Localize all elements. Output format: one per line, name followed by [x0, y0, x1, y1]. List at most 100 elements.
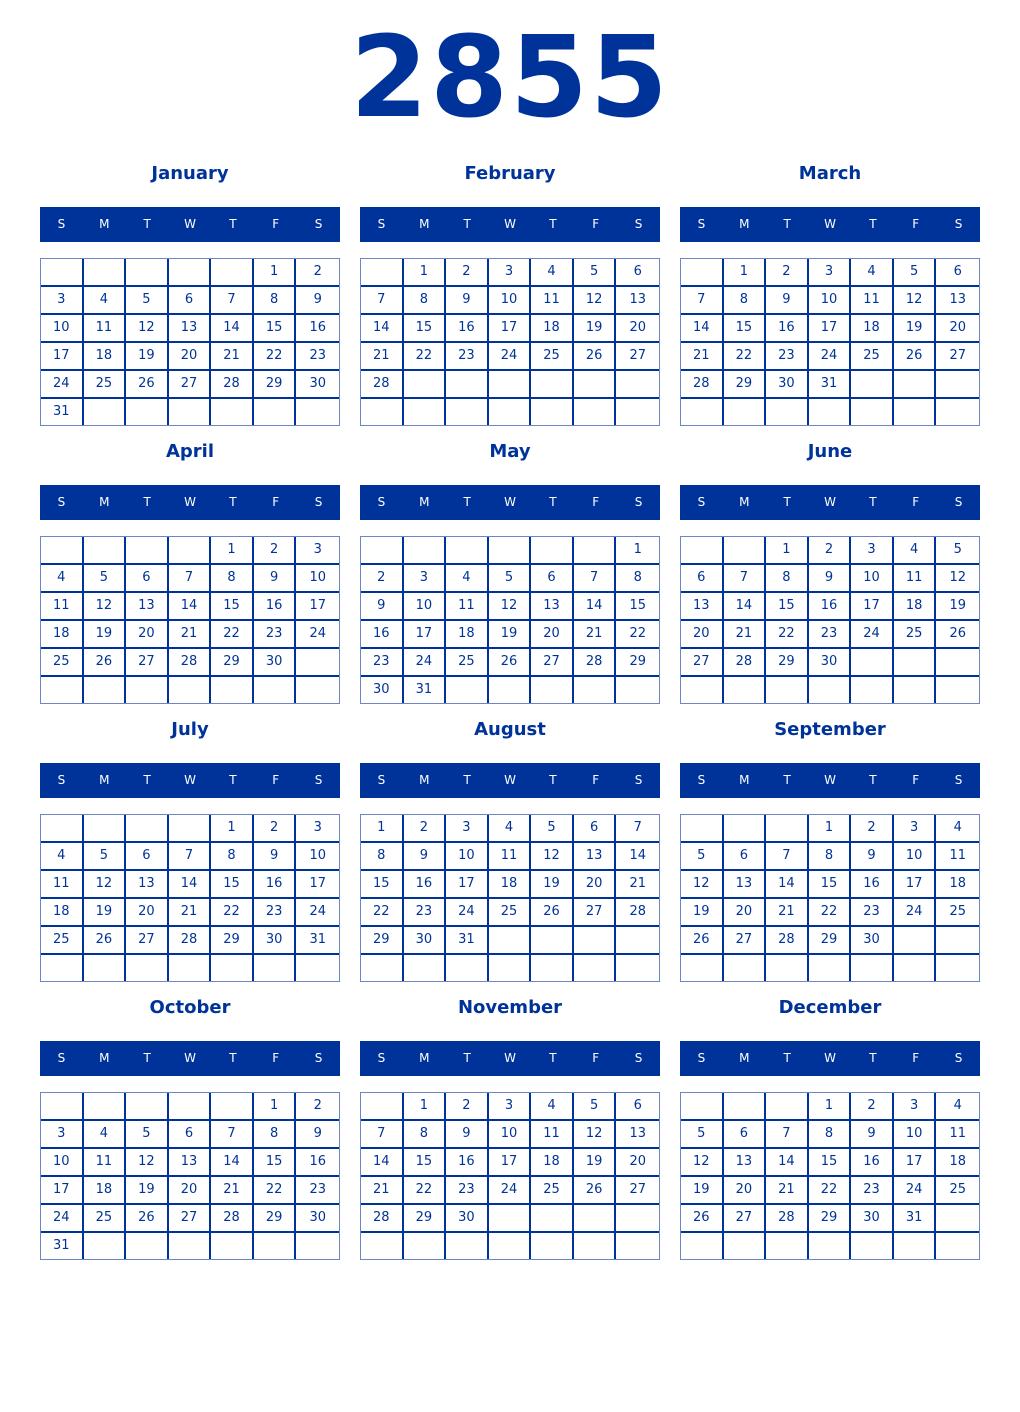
empty-cell: [681, 677, 724, 703]
day-cell: 25: [83, 371, 127, 399]
day-cell: 15: [808, 871, 852, 899]
day-cell: 12: [936, 565, 979, 593]
day-cell: 17: [851, 593, 894, 621]
day-cell: 13: [681, 593, 724, 621]
day-cell: 9: [851, 1121, 894, 1149]
day-cell: 4: [531, 259, 574, 287]
day-cell: 10: [41, 1149, 84, 1177]
empty-cell: [681, 1093, 724, 1121]
day-cell: 14: [766, 1149, 809, 1177]
day-cell: 30: [446, 1205, 489, 1233]
day-cell: 8: [766, 565, 809, 593]
empty-cell: [168, 1093, 212, 1121]
empty-cell: [296, 955, 339, 981]
month-title: February: [464, 163, 556, 184]
day-cell: 18: [488, 871, 532, 899]
day-cell: 18: [83, 1177, 127, 1205]
empty-cell: [41, 537, 84, 565]
day-cell: 7: [168, 843, 212, 871]
day-cell: 27: [616, 1177, 659, 1205]
day-cell: 23: [808, 621, 852, 649]
empty-cell: [724, 955, 767, 981]
day-cell: 26: [936, 621, 979, 649]
empty-cell: [681, 537, 724, 565]
weekday-label: F: [592, 495, 600, 509]
day-cell: 15: [253, 1149, 297, 1177]
day-cell: 17: [488, 315, 532, 343]
day-cell: 26: [126, 1205, 169, 1233]
empty-cell: [169, 955, 212, 981]
day-cell: 3: [488, 1093, 532, 1121]
day-cell: 23: [253, 899, 297, 927]
day-cell: 20: [126, 621, 169, 649]
weekday-label: T: [549, 773, 557, 787]
day-cell: 5: [573, 259, 617, 287]
weekday-label: S: [697, 217, 706, 231]
day-cell: 28: [616, 899, 659, 927]
day-cell: 20: [126, 899, 169, 927]
day-cell: 21: [361, 1177, 404, 1205]
day-cell: 31: [41, 1233, 84, 1259]
day-cell: 19: [83, 899, 127, 927]
empty-cell: [254, 677, 297, 703]
weekday-label: S: [634, 773, 643, 787]
day-cell: 25: [531, 343, 574, 371]
day-cell: 14: [766, 871, 809, 899]
day-cell: 11: [851, 287, 894, 315]
day-cell: 1: [403, 1093, 447, 1121]
day-cell: 14: [211, 315, 254, 343]
day-cell: 24: [41, 1205, 84, 1233]
weekday-label: W: [184, 773, 196, 787]
empty-cell: [681, 399, 724, 425]
day-cell: 24: [488, 343, 532, 371]
day-cell: 5: [83, 843, 127, 871]
day-cell: 21: [168, 621, 212, 649]
day-cell: 13: [616, 287, 659, 315]
day-cell: 9: [851, 843, 894, 871]
day-cell: 20: [531, 621, 574, 649]
empty-cell: [169, 677, 212, 703]
weekday-label: T: [869, 773, 877, 787]
day-cell: 6: [681, 565, 724, 593]
day-cell: 19: [83, 621, 127, 649]
month-title: May: [489, 441, 531, 462]
empty-cell: [723, 1093, 767, 1121]
day-cell: 23: [253, 621, 297, 649]
empty-cell: [488, 1205, 532, 1233]
empty-cell: [489, 955, 532, 981]
empty-cell: [574, 399, 617, 425]
empty-cell: [211, 399, 254, 425]
day-cell: 9: [253, 565, 297, 593]
day-grid: 1 2 3 4 5 6 7 8 9 10 11 12 13 14 15 16 17 18 19 20 21 22 23 24 2…: [680, 1092, 980, 1260]
day-cell: 7: [681, 287, 724, 315]
day-cell: 19: [893, 315, 937, 343]
day-grid: 1 2 3 4 5 6 7 8 9 10 11 12 13 14 15 16 17 18 19 20 21 22 23 24 2…: [680, 258, 980, 426]
day-cell: 31: [41, 399, 84, 425]
day-cell: 8: [723, 287, 767, 315]
day-cell: 16: [446, 1149, 489, 1177]
empty-cell: [489, 1233, 532, 1259]
empty-cell: [488, 371, 532, 399]
day-cell: 8: [808, 843, 852, 871]
empty-cell: [84, 1233, 127, 1259]
day-cell: 31: [404, 677, 447, 703]
day-cell: 9: [296, 1121, 339, 1149]
weekday-label: T: [143, 1051, 151, 1065]
day-cell: 2: [851, 815, 894, 843]
day-cell: 15: [808, 1149, 852, 1177]
day-cell: 26: [531, 899, 574, 927]
empty-cell: [296, 649, 339, 677]
day-cell: 20: [573, 871, 617, 899]
day-cell: 21: [211, 1177, 254, 1205]
empty-cell: [126, 399, 169, 425]
day-cell: 24: [893, 899, 937, 927]
day-cell: 4: [893, 537, 937, 565]
empty-cell: [936, 371, 979, 399]
weekday-label: S: [697, 1051, 706, 1065]
weekday-label: F: [592, 217, 600, 231]
day-cell: 11: [488, 843, 532, 871]
day-cell: 1: [723, 259, 767, 287]
day-cell: 25: [446, 649, 489, 677]
